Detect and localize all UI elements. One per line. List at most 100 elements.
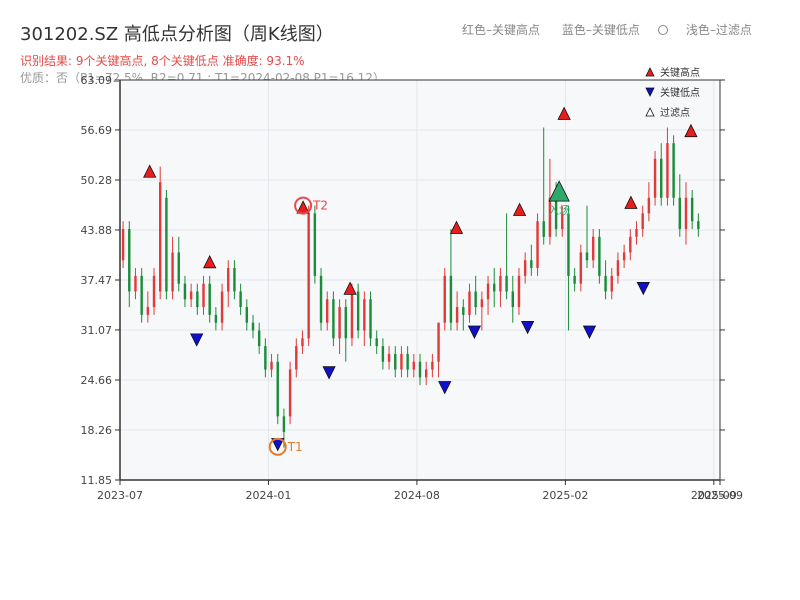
candle-body <box>653 158 657 198</box>
candle-body <box>573 275 576 284</box>
x-tick-label: 2025-09 <box>691 489 737 502</box>
candle-body <box>301 338 304 347</box>
candle-body <box>332 299 335 339</box>
y-tick-label: 56.69 <box>81 124 113 137</box>
key-low-marker <box>582 325 597 339</box>
candle-body <box>140 275 143 315</box>
candle-body <box>128 229 131 292</box>
candle-body <box>418 361 422 378</box>
annotation-label: T2 <box>312 199 328 213</box>
candle-body <box>493 283 496 292</box>
candle-body <box>350 291 354 339</box>
candle-body <box>208 283 211 315</box>
candle-body <box>177 252 180 284</box>
candle-body <box>227 268 230 292</box>
candle-body <box>604 275 607 292</box>
candle-body <box>629 236 632 253</box>
hollow-circle-icon <box>657 25 668 35</box>
candle-body <box>505 275 508 292</box>
candle-body <box>666 143 669 198</box>
key-high-marker <box>557 106 571 120</box>
candle-body <box>561 213 564 230</box>
candle-body <box>598 236 601 276</box>
key-low-marker <box>322 366 336 380</box>
candle-body <box>690 197 694 222</box>
candle-body <box>251 322 255 331</box>
candle-body <box>536 221 539 269</box>
key-high-marker <box>684 123 698 138</box>
candle-body <box>424 369 428 378</box>
candle-body <box>282 416 286 432</box>
candle-body <box>406 353 409 370</box>
x-tick-label: 2024-01 <box>245 489 291 502</box>
legend-label: 关键高点 <box>660 66 700 79</box>
legend-blue-text: 蓝色–关键低点 <box>561 23 640 37</box>
candle-body <box>319 275 323 323</box>
y-tick-label: 18.26 <box>81 424 113 437</box>
candle-body <box>338 307 341 339</box>
candle-body <box>295 346 298 370</box>
candle-body <box>394 353 397 370</box>
y-tick-label: 43.88 <box>81 224 113 237</box>
candle-body <box>437 322 440 362</box>
candle-body <box>455 307 459 323</box>
y-tick-label: 31.07 <box>81 324 113 337</box>
key-high-marker <box>343 281 357 295</box>
x-tick-label: 2024-08 <box>394 489 440 502</box>
candle-body <box>270 361 273 370</box>
candle-body <box>678 197 682 230</box>
candle-body <box>622 252 626 261</box>
y-tick-label: 37.47 <box>81 274 113 287</box>
y-tick-label: 50.28 <box>81 174 113 187</box>
candle-body <box>307 213 310 339</box>
annotation-circle <box>268 437 287 456</box>
x-tick-label: 2025-02 <box>542 489 588 502</box>
candle-body <box>239 291 242 308</box>
key-low-marker <box>467 325 482 339</box>
axes: 11.85 18.26 24.66 31.07 37.47 43.88 50.28 56.69… <box>81 74 743 502</box>
candle-body <box>591 236 595 261</box>
key-high-marker <box>624 195 638 209</box>
legend-faded-text: 浅色–过滤点 <box>685 23 752 37</box>
annotation-label: T1 <box>287 440 303 454</box>
point-markers: T1 T2 入场 <box>143 67 698 456</box>
x-tick-label: 2023-07 <box>97 489 143 502</box>
legend-high-icon <box>645 67 655 77</box>
candle-body <box>517 275 521 308</box>
candle-body <box>214 314 218 323</box>
key-low-marker <box>520 320 535 335</box>
key-high-marker <box>512 202 527 216</box>
candle-body <box>171 252 174 292</box>
candle-body <box>530 260 533 269</box>
candles <box>121 127 700 448</box>
candle-body <box>363 299 366 331</box>
candle-body <box>326 299 329 323</box>
entry-marker <box>548 180 570 202</box>
y-tick-label: 24.66 <box>81 374 113 387</box>
y-tick-label: 11.85 <box>81 474 113 487</box>
candle-body <box>468 291 471 315</box>
candle-body <box>276 361 279 417</box>
candle-body <box>220 291 224 323</box>
candle-body <box>684 197 688 230</box>
candle-body <box>288 369 292 417</box>
candle-body <box>647 197 651 214</box>
candle-body <box>480 299 484 308</box>
x-tick-label: 2025-09 <box>697 489 743 502</box>
candle-body <box>542 221 545 237</box>
candle-body <box>165 197 168 292</box>
candle-body <box>196 291 199 308</box>
legend-filtered-icon <box>645 107 655 117</box>
candle-body <box>635 229 638 237</box>
candle-body <box>313 213 317 276</box>
candle-body <box>616 260 620 276</box>
candle-body <box>610 275 613 292</box>
candle-body <box>660 158 663 198</box>
legend-red-text: 红色–关键高点 <box>462 23 541 37</box>
candle-body <box>511 291 514 308</box>
candle-body <box>381 346 385 362</box>
header-legend: 红色–关键高点 蓝色–关键低点 浅色–过滤点 <box>462 21 770 38</box>
candle-body <box>697 221 700 230</box>
